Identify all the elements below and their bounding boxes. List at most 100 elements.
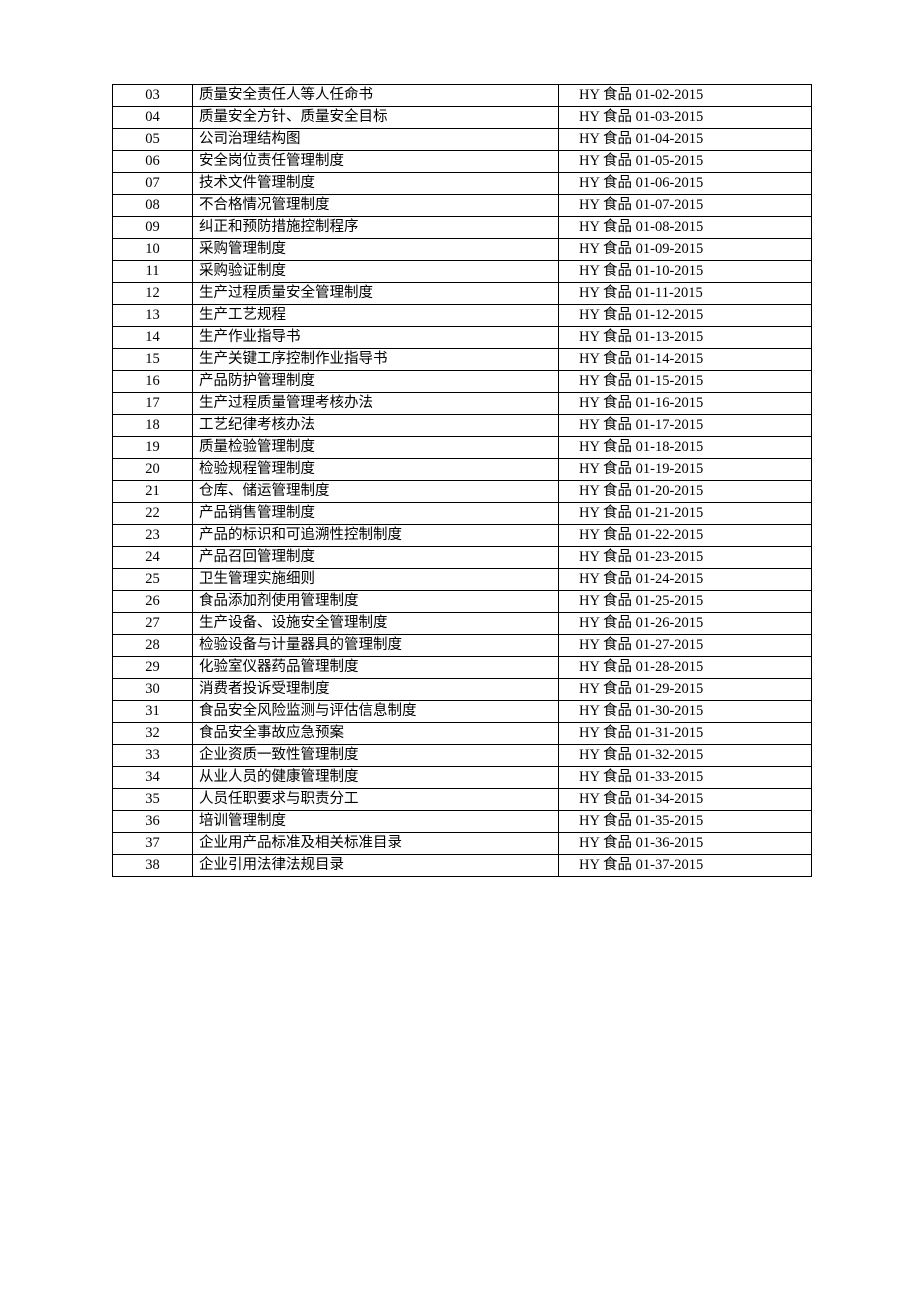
cell-code: HY 食品 01-06-2015 <box>559 173 812 195</box>
cell-name: 培训管理制度 <box>193 811 559 833</box>
cell-name: 生产过程质量安全管理制度 <box>193 283 559 305</box>
cell-code: HY 食品 01-26-2015 <box>559 613 812 635</box>
cell-num: 12 <box>113 283 193 305</box>
cell-num: 13 <box>113 305 193 327</box>
cell-code: HY 食品 01-25-2015 <box>559 591 812 613</box>
cell-num: 08 <box>113 195 193 217</box>
cell-code: HY 食品 01-20-2015 <box>559 481 812 503</box>
table-row: 11采购验证制度HY 食品 01-10-2015 <box>113 261 812 283</box>
table-row: 07技术文件管理制度HY 食品 01-06-2015 <box>113 173 812 195</box>
cell-num: 16 <box>113 371 193 393</box>
cell-code: HY 食品 01-24-2015 <box>559 569 812 591</box>
cell-code: HY 食品 01-37-2015 <box>559 855 812 877</box>
cell-name: 采购管理制度 <box>193 239 559 261</box>
cell-num: 26 <box>113 591 193 613</box>
cell-code: HY 食品 01-18-2015 <box>559 437 812 459</box>
cell-code: HY 食品 01-31-2015 <box>559 723 812 745</box>
table-row: 18工艺纪律考核办法HY 食品 01-17-2015 <box>113 415 812 437</box>
cell-num: 18 <box>113 415 193 437</box>
cell-code: HY 食品 01-29-2015 <box>559 679 812 701</box>
cell-code: HY 食品 01-32-2015 <box>559 745 812 767</box>
cell-num: 30 <box>113 679 193 701</box>
cell-code: HY 食品 01-07-2015 <box>559 195 812 217</box>
cell-num: 28 <box>113 635 193 657</box>
cell-name: 生产工艺规程 <box>193 305 559 327</box>
table-row: 04质量安全方针、质量安全目标HY 食品 01-03-2015 <box>113 107 812 129</box>
cell-name: 仓库、储运管理制度 <box>193 481 559 503</box>
cell-code: HY 食品 01-16-2015 <box>559 393 812 415</box>
cell-code: HY 食品 01-22-2015 <box>559 525 812 547</box>
cell-num: 09 <box>113 217 193 239</box>
cell-name: 纠正和预防措施控制程序 <box>193 217 559 239</box>
table-row: 38企业引用法律法规目录HY 食品 01-37-2015 <box>113 855 812 877</box>
cell-name: 生产过程质量管理考核办法 <box>193 393 559 415</box>
cell-code: HY 食品 01-33-2015 <box>559 767 812 789</box>
cell-num: 31 <box>113 701 193 723</box>
table-row: 09纠正和预防措施控制程序HY 食品 01-08-2015 <box>113 217 812 239</box>
cell-name: 检验设备与计量器具的管理制度 <box>193 635 559 657</box>
table-row: 16产品防护管理制度HY 食品 01-15-2015 <box>113 371 812 393</box>
cell-name: 企业资质一致性管理制度 <box>193 745 559 767</box>
cell-name: 质量检验管理制度 <box>193 437 559 459</box>
cell-num: 23 <box>113 525 193 547</box>
cell-name: 生产关键工序控制作业指导书 <box>193 349 559 371</box>
cell-code: HY 食品 01-08-2015 <box>559 217 812 239</box>
cell-name: 消费者投诉受理制度 <box>193 679 559 701</box>
cell-code: HY 食品 01-34-2015 <box>559 789 812 811</box>
cell-num: 33 <box>113 745 193 767</box>
cell-num: 34 <box>113 767 193 789</box>
cell-name: 产品销售管理制度 <box>193 503 559 525</box>
page: 03质量安全责任人等人任命书HY 食品 01-02-201504质量安全方针、质… <box>0 0 920 877</box>
cell-code: HY 食品 01-10-2015 <box>559 261 812 283</box>
table-row: 34从业人员的健康管理制度HY 食品 01-33-2015 <box>113 767 812 789</box>
table-row: 14生产作业指导书HY 食品 01-13-2015 <box>113 327 812 349</box>
cell-name: 食品安全风险监测与评估信息制度 <box>193 701 559 723</box>
table-body: 03质量安全责任人等人任命书HY 食品 01-02-201504质量安全方针、质… <box>113 85 812 877</box>
cell-num: 05 <box>113 129 193 151</box>
cell-num: 38 <box>113 855 193 877</box>
cell-name: 不合格情况管理制度 <box>193 195 559 217</box>
table-row: 24产品召回管理制度HY 食品 01-23-2015 <box>113 547 812 569</box>
cell-num: 35 <box>113 789 193 811</box>
cell-code: HY 食品 01-17-2015 <box>559 415 812 437</box>
cell-name: 企业引用法律法规目录 <box>193 855 559 877</box>
cell-num: 06 <box>113 151 193 173</box>
table-row: 35人员任职要求与职责分工HY 食品 01-34-2015 <box>113 789 812 811</box>
cell-code: HY 食品 01-03-2015 <box>559 107 812 129</box>
cell-name: 产品的标识和可追溯性控制制度 <box>193 525 559 547</box>
cell-num: 24 <box>113 547 193 569</box>
cell-num: 15 <box>113 349 193 371</box>
cell-code: HY 食品 01-30-2015 <box>559 701 812 723</box>
table-row: 13生产工艺规程HY 食品 01-12-2015 <box>113 305 812 327</box>
cell-num: 29 <box>113 657 193 679</box>
cell-num: 10 <box>113 239 193 261</box>
cell-name: 工艺纪律考核办法 <box>193 415 559 437</box>
cell-name: 技术文件管理制度 <box>193 173 559 195</box>
cell-num: 22 <box>113 503 193 525</box>
cell-code: HY 食品 01-11-2015 <box>559 283 812 305</box>
table-row: 10采购管理制度HY 食品 01-09-2015 <box>113 239 812 261</box>
cell-code: HY 食品 01-12-2015 <box>559 305 812 327</box>
cell-num: 37 <box>113 833 193 855</box>
cell-code: HY 食品 01-35-2015 <box>559 811 812 833</box>
table-row: 36培训管理制度HY 食品 01-35-2015 <box>113 811 812 833</box>
cell-name: 公司治理结构图 <box>193 129 559 151</box>
cell-code: HY 食品 01-15-2015 <box>559 371 812 393</box>
cell-code: HY 食品 01-02-2015 <box>559 85 812 107</box>
cell-name: 食品添加剂使用管理制度 <box>193 591 559 613</box>
cell-num: 04 <box>113 107 193 129</box>
table-row: 15生产关键工序控制作业指导书HY 食品 01-14-2015 <box>113 349 812 371</box>
table-row: 31食品安全风险监测与评估信息制度HY 食品 01-30-2015 <box>113 701 812 723</box>
cell-num: 32 <box>113 723 193 745</box>
cell-code: HY 食品 01-19-2015 <box>559 459 812 481</box>
table-row: 29化验室仪器药品管理制度HY 食品 01-28-2015 <box>113 657 812 679</box>
cell-name: 采购验证制度 <box>193 261 559 283</box>
table-row: 23产品的标识和可追溯性控制制度HY 食品 01-22-2015 <box>113 525 812 547</box>
cell-name: 卫生管理实施细则 <box>193 569 559 591</box>
table-row: 30消费者投诉受理制度HY 食品 01-29-2015 <box>113 679 812 701</box>
cell-code: HY 食品 01-28-2015 <box>559 657 812 679</box>
cell-name: 生产作业指导书 <box>193 327 559 349</box>
table-row: 22产品销售管理制度HY 食品 01-21-2015 <box>113 503 812 525</box>
table-row: 25卫生管理实施细则HY 食品 01-24-2015 <box>113 569 812 591</box>
cell-name: 质量安全责任人等人任命书 <box>193 85 559 107</box>
